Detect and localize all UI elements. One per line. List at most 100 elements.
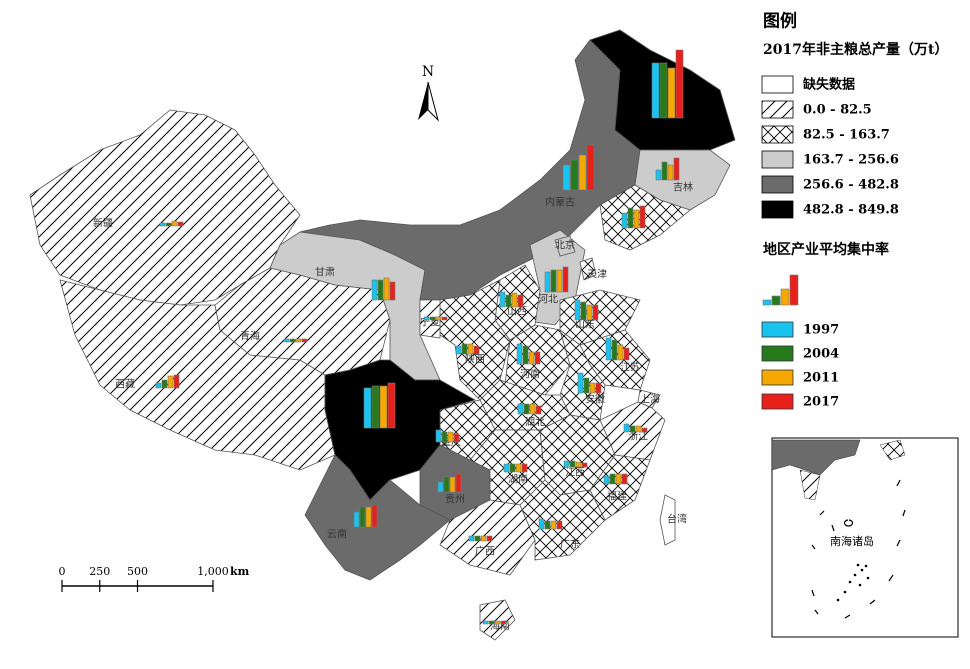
bar	[578, 154, 587, 191]
legend: 图例 2017年非主粮总产量（万t） 地区产业平均集中率 缺失数据 0.0 - 8…	[761, 11, 948, 410]
bar	[155, 382, 162, 389]
bar	[609, 473, 616, 485]
bar	[488, 620, 495, 625]
legend-icon-bar	[780, 288, 790, 306]
bar	[482, 620, 489, 625]
legend-label: 256.6 - 482.8	[803, 178, 899, 193]
bar	[611, 339, 618, 361]
bar	[283, 338, 290, 343]
north-arrow: N	[418, 64, 439, 122]
bar	[517, 294, 524, 308]
bar	[441, 431, 448, 443]
legend-icon-bar	[789, 274, 799, 306]
province-label: 广东	[560, 538, 580, 551]
bar	[603, 475, 610, 485]
bar	[159, 222, 166, 227]
bar	[516, 343, 523, 365]
legend-label: 482.8 - 849.8	[803, 203, 899, 218]
province-label: 西藏	[115, 379, 135, 391]
bar	[556, 520, 563, 530]
bar	[503, 463, 510, 473]
province-label: 陕西	[465, 353, 485, 366]
bar	[595, 382, 602, 394]
bar	[639, 205, 646, 229]
bar	[511, 292, 518, 308]
bar	[449, 476, 456, 493]
bar	[443, 476, 450, 493]
bar	[575, 461, 582, 468]
province	[304, 454, 451, 581]
bar	[371, 279, 378, 301]
legend-label: 2004	[803, 347, 839, 362]
province-label: 甘肃	[315, 266, 335, 279]
bar	[161, 379, 168, 389]
bar	[550, 269, 557, 293]
bar	[651, 62, 660, 119]
bar	[500, 620, 507, 625]
bar	[550, 520, 557, 530]
bar	[435, 429, 442, 443]
province-label: 江苏	[620, 361, 640, 374]
bar	[535, 405, 542, 415]
bar	[301, 338, 308, 343]
province-label: 吉林	[673, 181, 693, 194]
legend-label: 82.5 - 163.7	[803, 128, 890, 143]
bar	[629, 425, 636, 433]
bar	[635, 425, 642, 433]
province-label: 广西	[475, 546, 495, 558]
legend-subtitle: 2017年非主粮总产量（万t）	[763, 41, 948, 58]
bar	[580, 301, 587, 321]
province-label: 云南	[327, 528, 347, 541]
bar	[633, 209, 640, 229]
bar	[621, 473, 628, 485]
bar	[675, 49, 684, 119]
legend-swatch	[761, 175, 794, 194]
bar	[529, 403, 536, 415]
bar	[569, 460, 576, 468]
province	[519, 479, 606, 561]
bar	[353, 511, 360, 528]
province-label: 新疆	[93, 217, 113, 230]
province-label: 湖北	[525, 417, 545, 429]
bar	[623, 423, 630, 433]
legend-swatch	[761, 150, 794, 169]
bar	[295, 338, 302, 343]
legend-swatch	[761, 75, 794, 94]
province-label: 浙江	[628, 431, 648, 443]
bar	[544, 271, 551, 293]
north-label: N	[422, 64, 434, 80]
inset-label: 南海诸岛	[830, 534, 874, 548]
legend-swatch	[761, 200, 794, 219]
bar	[586, 304, 593, 321]
province	[479, 599, 516, 641]
legend-label: 2017	[803, 395, 839, 410]
bar	[556, 269, 563, 293]
bar	[627, 207, 634, 229]
bar	[605, 337, 612, 361]
bar	[621, 212, 628, 229]
bar	[371, 385, 380, 429]
bar	[673, 157, 680, 181]
bar	[562, 266, 569, 293]
scale-tick-label: 500	[127, 565, 148, 578]
bar	[383, 277, 390, 301]
legend-icon-bar	[771, 295, 781, 306]
province-label: 江西	[565, 467, 585, 479]
bar	[379, 385, 388, 429]
bar	[655, 169, 662, 181]
province-label: 青海	[240, 330, 260, 343]
bar	[389, 281, 396, 301]
bar	[441, 316, 448, 321]
bar	[480, 535, 487, 542]
bar	[435, 316, 442, 321]
bar	[515, 463, 522, 473]
bar	[615, 473, 622, 485]
bar	[455, 473, 462, 493]
bar	[517, 403, 524, 415]
scale-bar: 0 250 500 1,000 km	[59, 565, 250, 592]
province-label: 山东	[575, 318, 595, 331]
bar	[494, 620, 501, 625]
bar	[473, 345, 480, 355]
bar	[563, 460, 570, 468]
bar	[499, 291, 506, 308]
